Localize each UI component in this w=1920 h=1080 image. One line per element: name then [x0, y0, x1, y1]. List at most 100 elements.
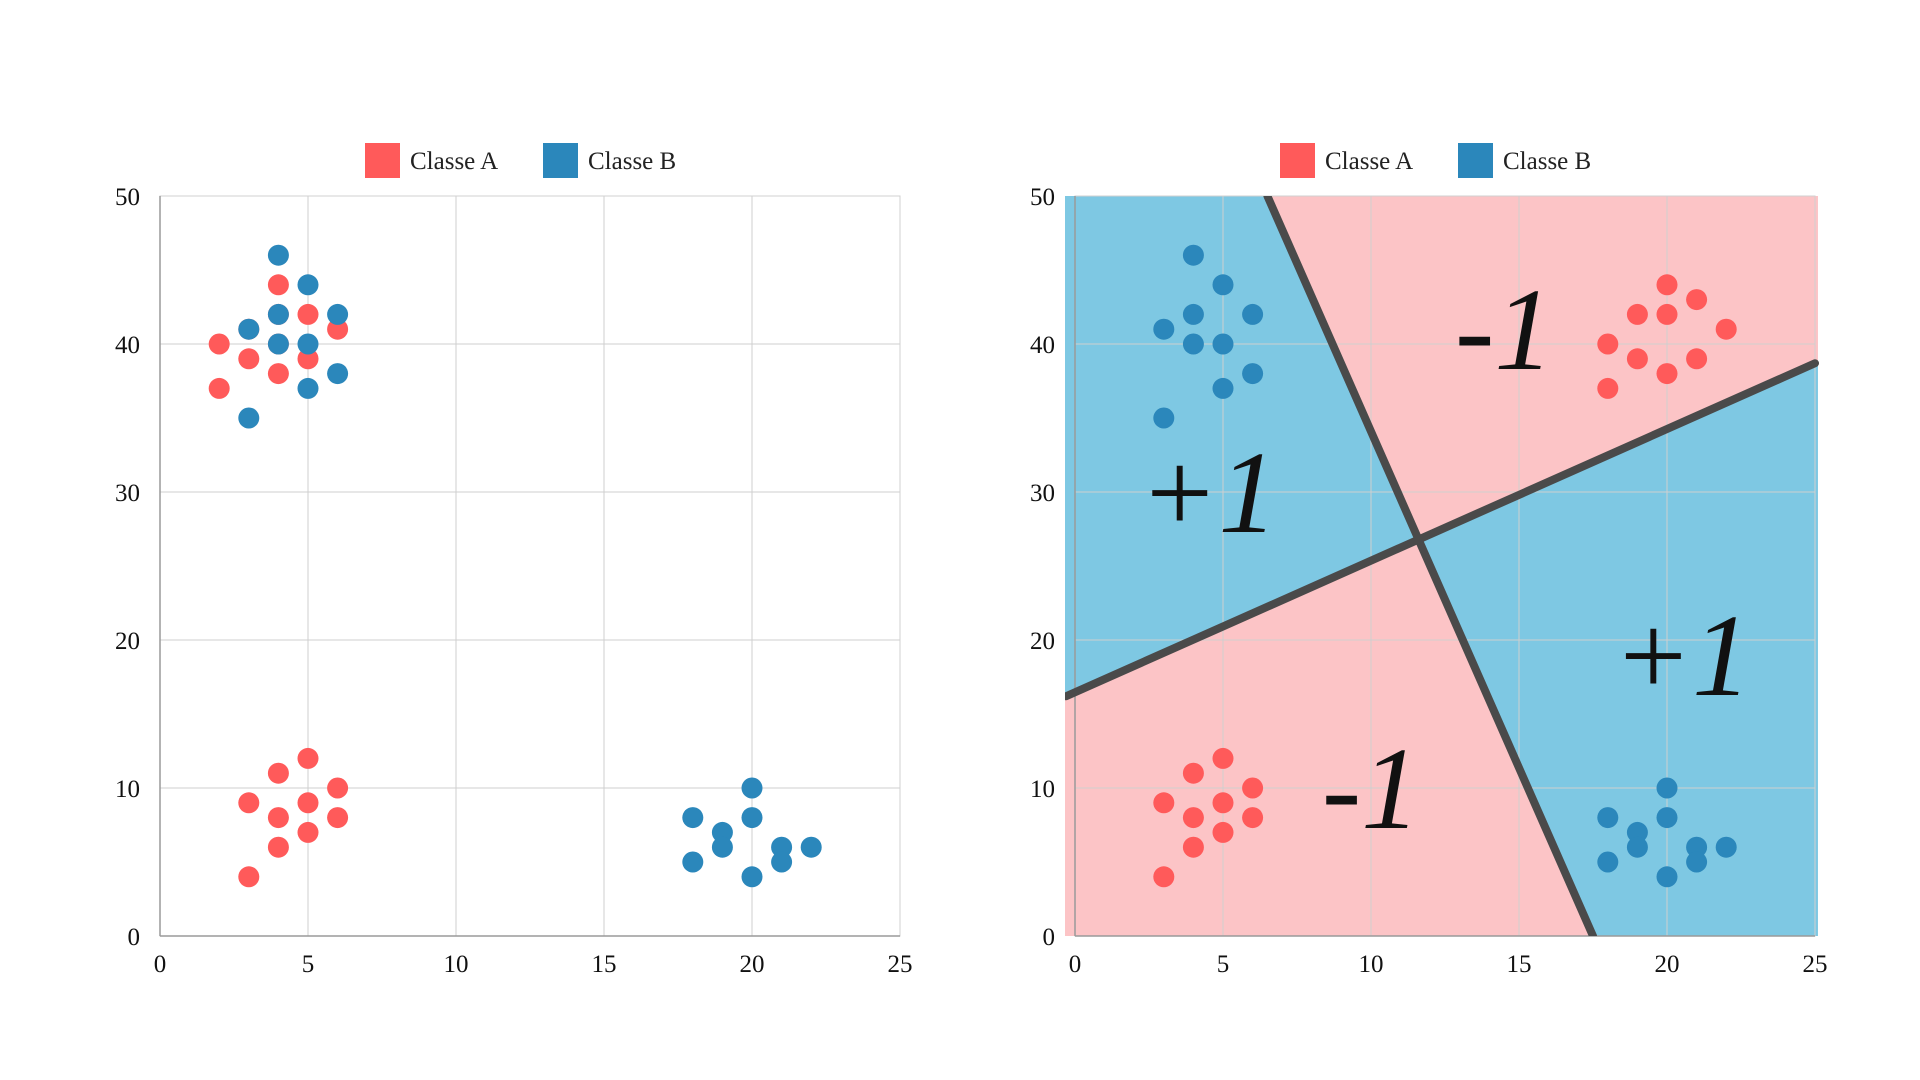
x-tick-label: 15: [1507, 951, 1532, 978]
data-point: [208, 333, 230, 355]
data-point: [327, 303, 349, 325]
y-tick-label: 40: [115, 332, 140, 359]
data-point: [1656, 777, 1678, 799]
data-point: [1153, 318, 1175, 340]
region-plus-bottom-right: [1418, 361, 1818, 936]
data-point: [267, 274, 289, 296]
data-point: [297, 792, 319, 814]
data-point: [682, 851, 704, 873]
legend-label: Classe B: [1503, 148, 1591, 175]
legend-swatch: [1458, 143, 1493, 178]
x-tick-label: 20: [740, 951, 765, 978]
data-point: [741, 807, 763, 829]
region-label: -1: [1455, 264, 1553, 395]
x-tick-label: 10: [1359, 951, 1384, 978]
data-point: [1212, 747, 1234, 769]
data-point: [238, 407, 260, 429]
x-tick-label: 25: [888, 951, 913, 978]
data-point: [297, 747, 319, 769]
data-point: [1626, 821, 1648, 843]
region-plus-top-left: [1065, 196, 1419, 697]
data-point: [1242, 303, 1264, 325]
data-point: [711, 836, 733, 858]
data-point: [267, 303, 289, 325]
data-point: [741, 866, 763, 888]
data-point: [771, 851, 793, 873]
data-point: [1597, 807, 1619, 829]
data-point: [267, 807, 289, 829]
data-point: [327, 318, 349, 340]
data-point: [1656, 274, 1678, 296]
data-point: [1182, 244, 1204, 266]
data-point: [1656, 807, 1678, 829]
x-tick-label: 0: [1069, 951, 1082, 978]
y-tick-label: 30: [1030, 480, 1055, 507]
data-point: [1242, 363, 1264, 385]
data-point: [741, 777, 763, 799]
legend-label: Classe A: [410, 148, 498, 175]
x-tick-label: 5: [1217, 951, 1230, 978]
data-point: [1182, 836, 1204, 858]
chart-left: 0 5 10 15 20 25 0 10 20 30 40 50 Classe A Classe B: [115, 143, 913, 978]
region-label: +1: [1612, 590, 1751, 721]
data-point: [1715, 318, 1737, 340]
series-classe-a: [208, 274, 349, 888]
data-point: [297, 333, 319, 355]
legend: Classe A Classe B: [1280, 143, 1591, 178]
data-point: [1182, 333, 1204, 355]
data-point: [297, 274, 319, 296]
data-point: [238, 318, 260, 340]
data-point: [327, 807, 349, 829]
decision-boundary-line: [1065, 359, 1819, 701]
x-tick-label: 25: [1803, 951, 1828, 978]
data-point: [711, 821, 733, 843]
data-point: [238, 866, 260, 888]
decision-regions: [1065, 196, 1818, 936]
y-tick-label: 50: [1030, 184, 1055, 211]
x-tick-label: 10: [444, 951, 469, 978]
decision-boundary-line: [1263, 196, 1597, 936]
data-point: [1242, 807, 1264, 829]
y-tick-label: 0: [1043, 924, 1056, 951]
data-point: [297, 821, 319, 843]
region-label: -1: [1322, 723, 1420, 854]
data-point: [1212, 377, 1234, 399]
data-point: [297, 348, 319, 370]
data-point: [1153, 792, 1175, 814]
y-tick-label: 40: [1030, 332, 1055, 359]
data-point: [1686, 289, 1708, 311]
data-point: [771, 836, 793, 858]
data-point: [1656, 363, 1678, 385]
data-point: [1212, 792, 1234, 814]
region-minus-top-right: [1267, 196, 1818, 540]
x-tick-label: 20: [1655, 951, 1680, 978]
data-point: [1153, 407, 1175, 429]
legend-swatch: [365, 143, 400, 178]
data-point: [1597, 333, 1619, 355]
data-point: [297, 303, 319, 325]
data-point: [1182, 807, 1204, 829]
series-classe-b: [1153, 244, 1737, 888]
region-label: +1: [1139, 427, 1278, 558]
legend-label: Classe B: [588, 148, 676, 175]
y-tick-label: 10: [115, 776, 140, 803]
data-point: [297, 377, 319, 399]
y-tick-label: 10: [1030, 776, 1055, 803]
data-point: [267, 363, 289, 385]
data-point: [1686, 851, 1708, 873]
y-tick-label: 50: [115, 184, 140, 211]
data-point: [800, 836, 822, 858]
data-point: [1212, 821, 1234, 843]
data-point: [327, 363, 349, 385]
data-point: [1153, 866, 1175, 888]
y-tick-label: 30: [115, 480, 140, 507]
legend-label: Classe A: [1325, 148, 1413, 175]
y-tick-label: 20: [1030, 628, 1055, 655]
legend-swatch: [1280, 143, 1315, 178]
series-classe-b: [238, 244, 822, 888]
data-point: [208, 377, 230, 399]
legend: Classe A Classe B: [365, 143, 676, 178]
data-point: [267, 333, 289, 355]
data-point: [1242, 777, 1264, 799]
